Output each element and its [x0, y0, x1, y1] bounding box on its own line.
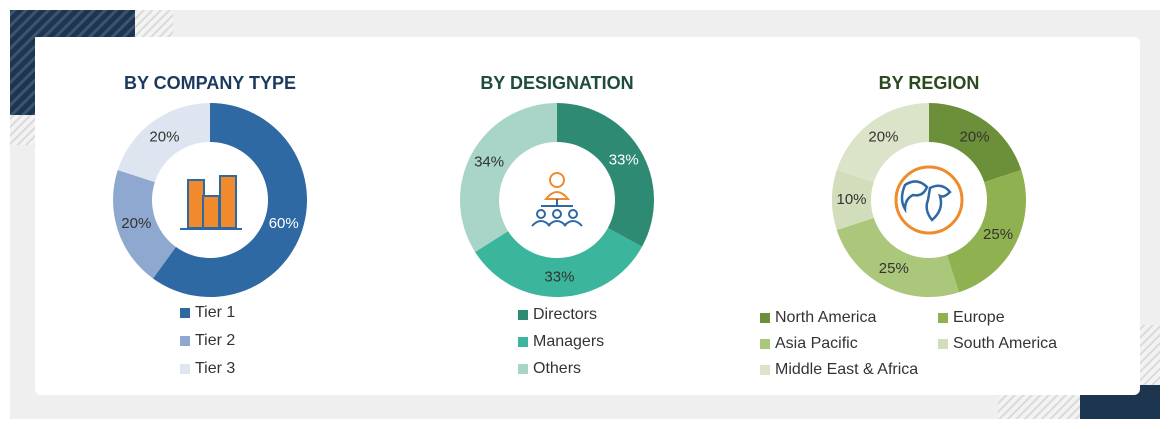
donut-slice	[946, 170, 1026, 293]
legend-swatch	[938, 339, 948, 349]
globe-icon	[894, 165, 964, 235]
donut-slice	[929, 103, 1022, 183]
legend-swatch	[760, 365, 770, 375]
donut-slice	[152, 103, 307, 297]
legend-label: South America	[953, 335, 1057, 352]
legend-swatch	[760, 313, 770, 323]
buildings-icon	[180, 175, 242, 230]
decoration	[10, 10, 135, 37]
donut-slice	[557, 103, 654, 247]
legend-label: Directors	[533, 306, 597, 323]
legend-swatch	[938, 313, 948, 323]
decoration	[1140, 325, 1160, 385]
value-label: 25%	[879, 260, 909, 277]
legend-label: Managers	[533, 333, 604, 350]
donut-slice	[460, 103, 557, 252]
value-label: 20%	[868, 128, 898, 145]
card	[35, 37, 1140, 395]
donut-slice	[831, 170, 874, 230]
decoration	[10, 115, 35, 145]
value-label: 10%	[836, 191, 866, 208]
legend-swatch	[518, 337, 528, 347]
value-label: 33%	[544, 268, 574, 285]
value-label: 20%	[960, 128, 990, 145]
legend-label: Others	[533, 360, 581, 377]
donut-slice	[836, 217, 959, 297]
donut-slice	[836, 103, 929, 183]
legend-swatch	[518, 364, 528, 374]
people-icon	[531, 172, 583, 227]
donut-slice	[117, 103, 210, 183]
value-label: 20%	[121, 215, 151, 232]
legend-swatch	[180, 364, 190, 374]
legend-swatch	[180, 308, 190, 318]
donut-slice	[475, 227, 643, 297]
value-label: 34%	[474, 154, 504, 171]
legend-label: Europe	[953, 309, 1005, 326]
decoration	[998, 395, 1080, 419]
legend-swatch	[760, 339, 770, 349]
legend-label: North America	[775, 309, 876, 326]
value-label: 33%	[609, 152, 639, 169]
value-label: 20%	[149, 128, 179, 145]
chart-title: BY DESIGNATION	[480, 73, 633, 93]
chart-title: BY REGION	[879, 73, 980, 93]
value-label: 60%	[269, 215, 299, 232]
legend-label: Tier 2	[195, 332, 235, 349]
decoration	[135, 10, 173, 37]
legend-label: Middle East & Africa	[775, 361, 918, 378]
donut-slice	[113, 170, 176, 279]
decoration	[10, 37, 35, 115]
legend-label: Asia Pacific	[775, 335, 858, 352]
legend-label: Tier 3	[195, 360, 235, 377]
value-label: 25%	[983, 226, 1013, 243]
legend-swatch	[180, 336, 190, 346]
chart-title: BY COMPANY TYPE	[124, 73, 296, 93]
legend-label: Tier 1	[195, 304, 235, 321]
legend-swatch	[518, 310, 528, 320]
